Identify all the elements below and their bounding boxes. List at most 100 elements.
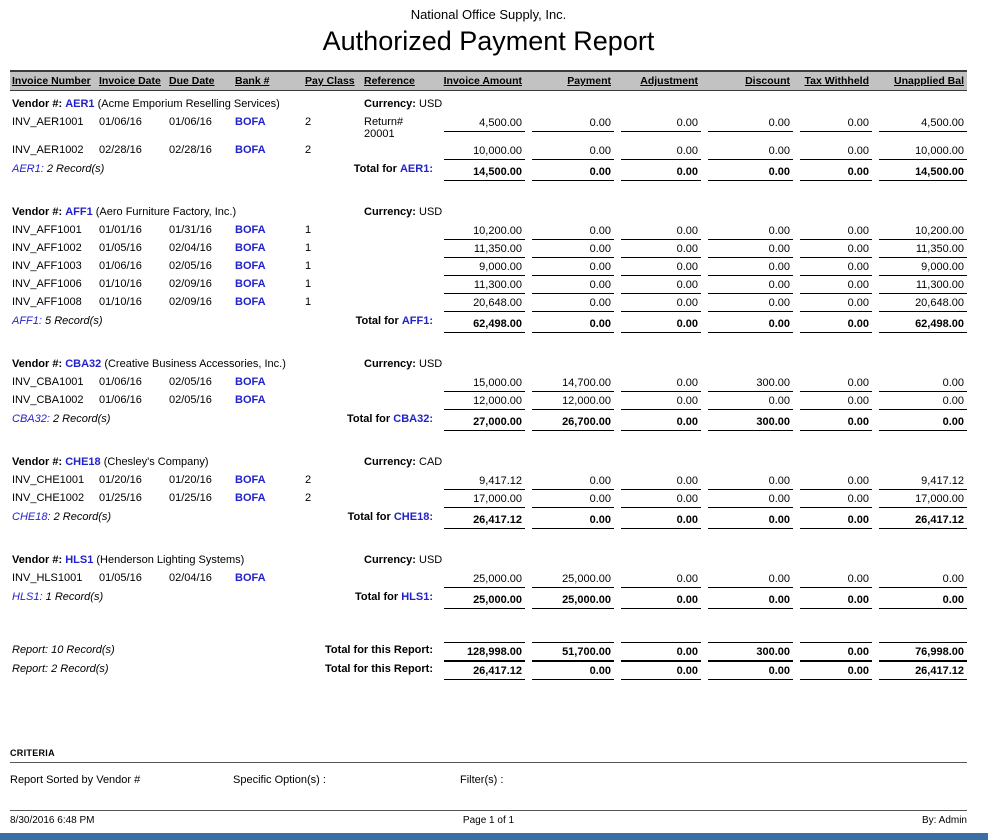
payment-cell: 14,700.00 — [525, 374, 614, 392]
amount-value: 0.00 — [621, 294, 701, 312]
bank-link[interactable]: BOFA — [235, 144, 266, 156]
report-total-value: 76,998.00 — [879, 642, 967, 661]
amount-value: 9,417.12 — [444, 472, 525, 490]
invoice-number-cell: INV_AFF1003 — [12, 260, 82, 272]
col-invoice-date: Invoice Date — [97, 70, 167, 91]
report-total-value: 26,417.12 — [444, 661, 525, 680]
vendor-number-label: Vendor #: — [12, 554, 63, 566]
subtotal-vendor-code[interactable]: CHE18: — [12, 511, 51, 523]
currency-value: USD — [419, 554, 443, 566]
amount-value: 0.00 — [708, 258, 793, 276]
adjustment-cell: 0.00 — [614, 142, 701, 160]
amount-value: 20,648.00 — [444, 294, 525, 312]
adjustment-cell: 0.00 — [614, 276, 701, 294]
discount-subtotal: 0.00 — [701, 588, 793, 612]
tax-withheld-report-total: 0.00 — [793, 642, 872, 661]
adjustment-cell: 0.00 — [614, 392, 701, 410]
discount-report-total: 0.00 — [701, 661, 793, 680]
amount-value: 17,000.00 — [444, 490, 525, 508]
amount-value: 9,000.00 — [444, 258, 525, 276]
col-discount: Discount — [701, 70, 793, 91]
subtotal-vendor-code[interactable]: AER1: — [12, 163, 44, 175]
invoice-amount-cell: 20,648.00 — [437, 294, 525, 312]
vendor-code-link[interactable]: AFF1 — [65, 206, 93, 218]
amount-value: 0.00 — [621, 114, 701, 132]
due-date-cell: 01/25/16 — [169, 492, 212, 504]
discount-report-total: 300.00 — [701, 642, 793, 661]
vendor-code-link[interactable]: CBA32 — [65, 358, 102, 370]
total-vendor-code[interactable]: CBA32: — [393, 413, 433, 425]
vendor-info: Vendor #: CBA32 (Creative Business Acces… — [10, 351, 362, 374]
vendor-code-link[interactable]: CHE18 — [65, 456, 101, 468]
vendor-code-text: AFF1 — [12, 315, 39, 327]
subtotal-value: 0.00 — [800, 511, 872, 529]
bank-link[interactable]: BOFA — [235, 296, 266, 308]
invoice-number-cell: INV_HLS1001 — [12, 572, 83, 584]
subtotal-value: 0.00 — [800, 413, 872, 431]
report-total-value: 51,700.00 — [532, 642, 614, 661]
adjustment-subtotal: 0.00 — [614, 588, 701, 612]
currency-label: Currency: — [364, 358, 416, 370]
amount-value: 12,000.00 — [532, 392, 614, 410]
currency-cell: Currency: USD — [362, 547, 967, 570]
vendor-header-row: Vendor #: CHE18 (Chesley's Company) Curre… — [10, 449, 967, 472]
total-vendor-code[interactable]: CHE18: — [393, 511, 433, 523]
vendor-number-label: Vendor #: — [12, 456, 63, 468]
invoice-amount-subtotal: 26,417.12 — [437, 508, 525, 532]
adjustment-cell: 0.00 — [614, 570, 701, 588]
total-vendor-code[interactable]: AER1: — [399, 163, 433, 175]
subtotal-vendor-code[interactable]: AFF1: — [12, 315, 42, 327]
col-tax-withheld: Tax Withheld — [793, 70, 872, 91]
total-vendor-code[interactable]: HLS1: — [401, 591, 433, 603]
invoice-amount-cell: 4,500.00 — [437, 114, 525, 142]
vendor-code-link[interactable]: HLS1 — [65, 554, 94, 566]
subtotal-vendor-code[interactable]: HLS1: — [12, 591, 43, 603]
vendor-code-link[interactable]: AER1 — [65, 98, 95, 110]
unapplied-bal-subtotal: 0.00 — [872, 588, 967, 612]
amount-value: 0.00 — [879, 374, 967, 392]
subtotal-value: 0.00 — [879, 413, 967, 431]
col-payment: Payment — [525, 70, 614, 91]
invoice-row: INV_CBA1002 01/06/16 02/05/16 BOFA 12,000.00… — [10, 392, 967, 410]
amount-value: 10,200.00 — [444, 222, 525, 240]
invoice-date-cell: 02/28/16 — [99, 144, 142, 156]
bank-link[interactable]: BOFA — [235, 242, 266, 254]
amount-value: 9,417.12 — [879, 472, 967, 490]
due-date-cell: 02/05/16 — [169, 376, 212, 388]
bank-link[interactable]: BOFA — [235, 116, 266, 128]
amount-value: 0.00 — [621, 374, 701, 392]
payment-subtotal: 0.00 — [525, 160, 614, 184]
bank-link[interactable]: BOFA — [235, 474, 266, 486]
subtotal-value: 0.00 — [532, 315, 614, 333]
vendor-name: (Aero Furniture Factory, Inc.) — [95, 206, 237, 218]
bank-link[interactable]: BOFA — [235, 394, 266, 406]
tax-withheld-cell: 0.00 — [793, 258, 872, 276]
payment-cell: 0.00 — [525, 490, 614, 508]
vendor-code-text: HLS1 — [401, 591, 430, 603]
due-date-cell: 02/04/16 — [169, 242, 212, 254]
bank-link[interactable]: BOFA — [235, 260, 266, 272]
vendor-total-label: Total for AER1: — [233, 160, 437, 184]
bank-link[interactable]: BOFA — [235, 492, 266, 504]
payment-report-total: 51,700.00 — [525, 642, 614, 661]
subtotal-vendor-code[interactable]: CBA32: — [12, 413, 50, 425]
vendor-name: (Henderson Lighting Systems) — [96, 554, 245, 566]
tax-withheld-subtotal: 0.00 — [793, 588, 872, 612]
page-title: Authorized Payment Report — [322, 26, 655, 56]
bank-link[interactable]: BOFA — [235, 572, 266, 584]
bank-link[interactable]: BOFA — [235, 224, 266, 236]
total-vendor-code[interactable]: AFF1: — [401, 315, 433, 327]
bank-link[interactable]: BOFA — [235, 278, 266, 290]
amount-value: 12,000.00 — [444, 392, 525, 410]
bank-link[interactable]: BOFA — [235, 376, 266, 388]
amount-value: 0.00 — [621, 222, 701, 240]
tax-withheld-cell: 0.00 — [793, 240, 872, 258]
amount-value: 0.00 — [621, 258, 701, 276]
discount-subtotal: 0.00 — [701, 160, 793, 184]
adjustment-report-total: 0.00 — [614, 642, 701, 661]
payment-subtotal: 0.00 — [525, 312, 614, 336]
pay-class-cell: 1 — [305, 242, 312, 254]
amount-value: 9,000.00 — [879, 258, 967, 276]
invoice-amount-cell: 15,000.00 — [437, 374, 525, 392]
record-count-value: 2 Record(s) — [52, 413, 111, 425]
